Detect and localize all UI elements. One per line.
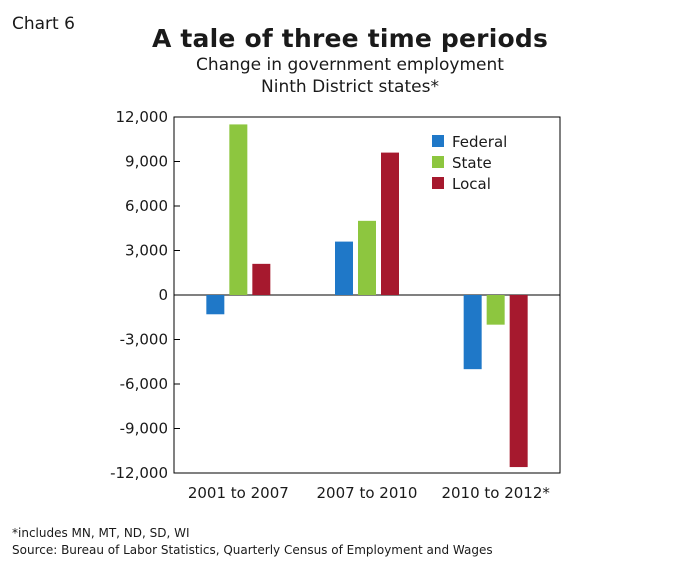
x-category-label: 2010 to 2012* [441, 484, 550, 502]
x-category-label: 2001 to 2007 [188, 484, 289, 502]
legend-label-federal: Federal [452, 133, 507, 151]
chart-number-label: Chart 6 [12, 14, 75, 34]
y-tick-label: -3,000 [120, 331, 168, 349]
bar-federal [463, 295, 482, 370]
bar-state [229, 124, 248, 296]
footnote-source: Source: Bureau of Labor Statistics, Quar… [12, 543, 493, 557]
bars [206, 124, 528, 468]
y-tick-label: 3,000 [125, 242, 168, 260]
y-tick-label: 6,000 [125, 197, 168, 215]
bar-state [358, 220, 376, 295]
chart-subtitle-line-2: Ninth District states* [261, 77, 439, 97]
y-tick-label: -9,000 [120, 420, 168, 438]
legend-swatch-local [432, 177, 444, 189]
bar-local [381, 152, 399, 295]
footnote-regions: *includes MN, MT, ND, SD, WI [12, 526, 190, 540]
legend-swatch-federal [432, 135, 444, 147]
y-axis: 12,000 9,000 6,000 3,000 0 -3,000 -6,000 -9,000… [110, 108, 180, 482]
bar-state [486, 295, 505, 325]
legend-label-state: State [452, 154, 492, 172]
legend: Federal State Local [432, 133, 507, 193]
bar-local [252, 263, 271, 295]
chart-title: A tale of three time periods [151, 24, 549, 53]
legend-swatch-state [432, 156, 444, 168]
bar-local [509, 295, 528, 468]
y-tick-label: 12,000 [116, 108, 169, 126]
x-axis: 2001 to 2007 2007 to 2010 2010 to 2012* [188, 484, 551, 502]
x-category-label: 2007 to 2010 [317, 484, 418, 502]
bar-federal [335, 241, 353, 295]
chart-subtitle-line-1: Change in government employment [196, 55, 504, 75]
y-tick-label: 9,000 [125, 153, 168, 171]
y-tick-label: 0 [158, 286, 168, 304]
legend-label-local: Local [452, 175, 491, 193]
y-tick-label: -12,000 [110, 464, 168, 482]
y-tick-label: -6,000 [120, 375, 168, 393]
bar-federal [206, 295, 225, 315]
